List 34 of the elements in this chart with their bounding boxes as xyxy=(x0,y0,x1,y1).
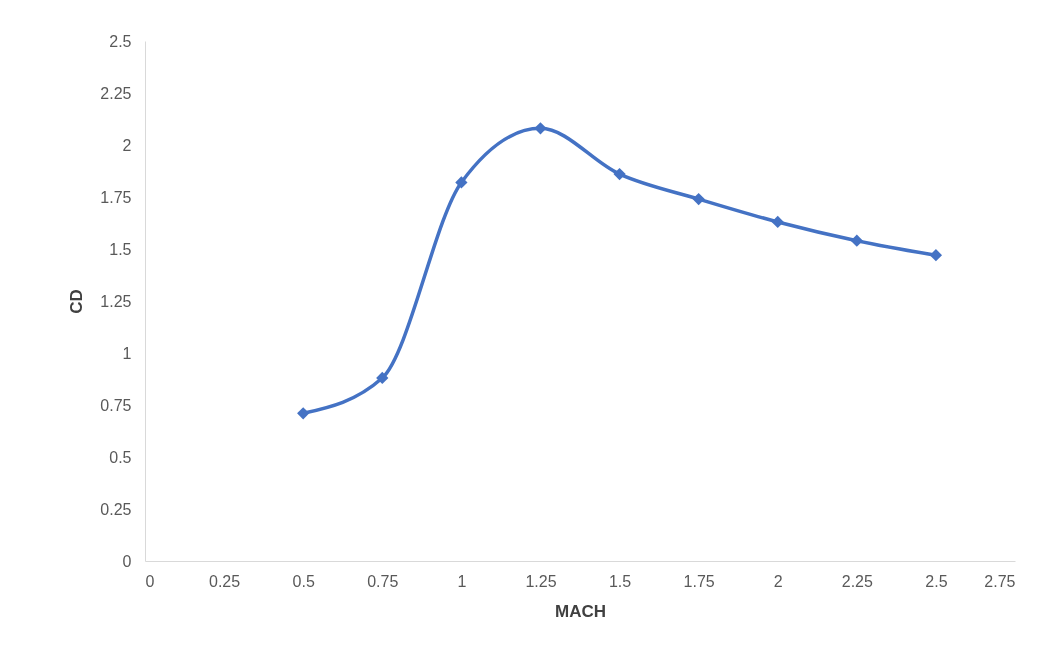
point xyxy=(692,192,705,206)
x-tick-label: 2.25 xyxy=(841,572,873,590)
point xyxy=(297,407,310,420)
x-tick-label: 0.25 xyxy=(209,572,241,590)
y-tick-label: 1.75 xyxy=(100,188,132,206)
y-tick-label: 1.5 xyxy=(109,240,132,258)
y-tick-label: 1 xyxy=(122,344,132,362)
y-tick-label: 2 xyxy=(122,136,132,154)
x-tick-label: 0.75 xyxy=(367,572,399,590)
point xyxy=(613,168,626,181)
x-tick-label: 2 xyxy=(773,572,783,590)
x-tick-label: 2.75 xyxy=(984,572,1016,590)
point xyxy=(376,371,389,385)
x-tick-label: 2.5 xyxy=(925,572,948,590)
y-axis-title: CD xyxy=(67,289,87,314)
x-axis-title: MACH xyxy=(555,601,606,621)
point xyxy=(850,234,863,247)
y-tick-label: 0.25 xyxy=(100,500,132,518)
x-tick-label: 1 xyxy=(457,572,467,590)
x-tick-label: 1.75 xyxy=(683,572,715,590)
y-tick-label: 2.25 xyxy=(100,84,132,102)
point xyxy=(534,122,547,135)
x-tick-label: 0 xyxy=(145,572,155,590)
y-tick-label: 2.5 xyxy=(109,32,132,50)
y-tick-label: 0.75 xyxy=(100,396,132,414)
y-tick-label: 0.5 xyxy=(109,448,132,466)
point xyxy=(771,215,784,229)
x-tick-label: 1.25 xyxy=(525,572,557,590)
x-tick-label: 0.5 xyxy=(292,572,315,590)
point xyxy=(929,249,943,262)
point xyxy=(455,176,468,189)
y-tick-label: 1.25 xyxy=(100,292,132,310)
y-tick-label: 0 xyxy=(122,552,132,570)
x-tick-label: 1.5 xyxy=(608,572,632,590)
